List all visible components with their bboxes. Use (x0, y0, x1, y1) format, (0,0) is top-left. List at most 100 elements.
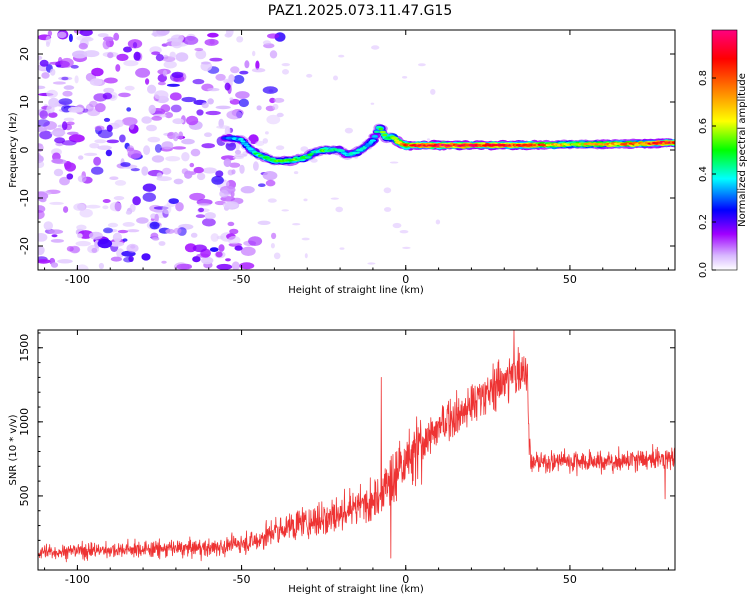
noise-blob (151, 155, 165, 163)
noise-blob (275, 145, 285, 150)
noise-blob (175, 202, 184, 212)
noise-blob (94, 139, 107, 144)
noise-blob (155, 54, 164, 62)
noise-blob (38, 259, 51, 264)
heatmap-x-tick-label: 0 (402, 273, 409, 286)
noise-blob (75, 264, 89, 270)
noise-blob (215, 170, 224, 178)
noise-blob (262, 171, 278, 181)
noise-blob (38, 119, 50, 127)
snr-y-tick-label: 1000 (18, 408, 31, 436)
noise-blob (229, 228, 239, 235)
noise-blob (97, 238, 113, 249)
noise-blob (156, 176, 172, 182)
noise-blob (172, 146, 187, 150)
colorbar-tick-label: 0.4 (698, 166, 709, 182)
noise-blob (61, 140, 77, 146)
noise-blob (66, 121, 75, 126)
noise-blob (230, 66, 240, 74)
noise-blob (104, 77, 118, 84)
noise-blob (126, 243, 139, 253)
ridge-mark (373, 130, 381, 133)
noise-blob (68, 106, 84, 113)
noise-blob (418, 63, 426, 67)
noise-blob (227, 236, 241, 245)
noise-blob (89, 78, 103, 86)
noise-blob (39, 59, 49, 67)
noise-blob (68, 33, 73, 43)
noise-blob (122, 238, 128, 242)
ridge-mark (354, 151, 361, 154)
noise-blob (173, 178, 184, 185)
ridge-mark (247, 148, 254, 151)
noise-blob (141, 166, 149, 176)
noise-blob (113, 32, 120, 41)
noise-blob (97, 33, 109, 38)
noise-blob (248, 236, 263, 247)
noise-blob (38, 210, 45, 220)
noise-blob (47, 30, 53, 37)
ridge-mark (369, 139, 376, 142)
noise-blob (46, 105, 55, 114)
heatmap-x-tick-label: -50 (233, 273, 251, 286)
noise-blob (207, 32, 219, 38)
noise-blob (211, 175, 224, 185)
noise-blob (105, 149, 113, 157)
noise-blob (51, 158, 64, 164)
noise-blob (89, 143, 100, 149)
noise-blob (166, 83, 180, 87)
noise-blob (196, 109, 204, 116)
noise-blob (267, 198, 277, 203)
colorbar-gradient (711, 29, 738, 271)
noise-blob (165, 156, 181, 162)
noise-blob (227, 169, 234, 176)
noise-blob (141, 116, 152, 124)
snr-x-tick-label: 50 (563, 573, 577, 586)
noise-blob (66, 131, 79, 136)
snr-panel: -100 -50 0 50 500 1000 1500 Height of straight… (8, 329, 676, 595)
noise-blob (102, 36, 114, 42)
noise-blob (133, 51, 141, 61)
noise-blob (435, 219, 441, 225)
noise-blob (293, 171, 299, 175)
noise-blob (255, 140, 265, 147)
noise-blob (231, 261, 240, 270)
noise-blob (74, 75, 79, 84)
noise-blob (426, 138, 431, 141)
ridge-mark (309, 152, 314, 155)
noise-blob (402, 246, 411, 249)
noise-blob (64, 162, 77, 172)
noise-blob (257, 220, 271, 225)
noise-blob (392, 222, 402, 229)
heatmap-marks (38, 30, 675, 270)
noise-blob (126, 145, 135, 155)
noise-blob (142, 183, 157, 192)
snr-frame (37, 329, 676, 571)
noise-blob (94, 125, 105, 131)
noise-blob (181, 96, 197, 103)
snr-y-tick-label: 1500 (18, 334, 31, 362)
noise-blob (173, 227, 182, 235)
noise-blob (204, 212, 216, 220)
noise-blob (76, 224, 87, 231)
noise-blob (272, 103, 279, 110)
noise-blob (102, 205, 109, 210)
noise-blob (169, 51, 176, 59)
noise-blob (50, 239, 64, 243)
noise-blob (113, 196, 125, 201)
noise-blob (175, 52, 189, 62)
heatmap-x-label: Height of straight line (km) (288, 285, 424, 296)
noise-blob (344, 127, 353, 134)
noise-blob (269, 50, 278, 59)
noise-blob (192, 78, 205, 85)
noise-blob (189, 162, 195, 168)
noise-blob (430, 88, 436, 95)
noise-blob (170, 104, 182, 113)
noise-blob (251, 68, 266, 73)
noise-blob (165, 228, 175, 234)
noise-blob (76, 35, 92, 41)
noise-blob (82, 108, 89, 113)
noise-blob (88, 231, 103, 240)
noise-blob (68, 134, 85, 143)
